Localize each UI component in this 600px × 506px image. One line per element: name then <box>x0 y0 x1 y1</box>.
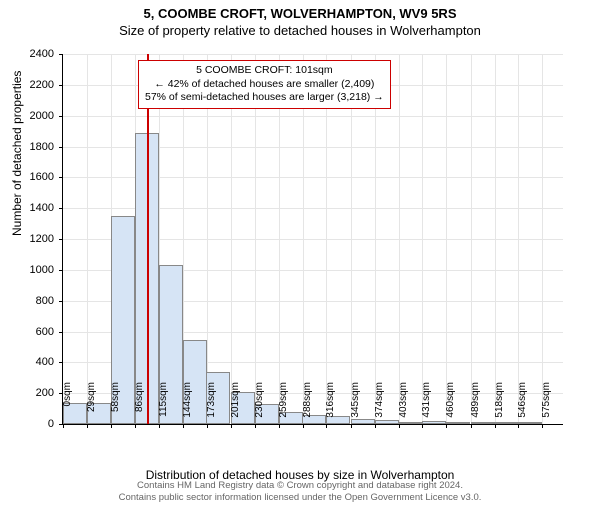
footer-attribution: Contains HM Land Registry data © Crown c… <box>0 480 600 504</box>
ytick-mark <box>59 362 63 363</box>
annotation-line1: 5 COOMBE CROFT: 101sqm <box>145 64 384 78</box>
chart-area: 5 COOMBE CROFT: 101sqm ← 42% of detached… <box>62 54 562 424</box>
ytick-label: 0 <box>14 418 54 430</box>
xtick-label: 345sqm <box>350 382 361 432</box>
xtick-label: 316sqm <box>325 382 336 432</box>
ytick-mark <box>59 147 63 148</box>
xtick-label: 29sqm <box>86 382 97 432</box>
xtick-label: 58sqm <box>110 382 121 432</box>
ytick-label: 800 <box>14 295 54 307</box>
xtick-label: 546sqm <box>517 382 528 432</box>
xtick-label: 374sqm <box>374 382 385 432</box>
ytick-mark <box>59 116 63 117</box>
xtick-label: 575sqm <box>541 382 552 432</box>
ytick-label: 1000 <box>14 264 54 276</box>
xtick-label: 115sqm <box>158 382 169 432</box>
annotation-line2: ← 42% of detached houses are smaller (2,… <box>145 78 384 92</box>
ytick-mark <box>59 332 63 333</box>
ytick-label: 2400 <box>14 48 54 60</box>
ytick-label: 2200 <box>14 79 54 91</box>
xtick-label: 431sqm <box>421 382 432 432</box>
ytick-mark <box>59 85 63 86</box>
ytick-label: 1200 <box>14 233 54 245</box>
gridline-v <box>351 54 352 424</box>
gridline-h <box>63 116 563 117</box>
footer-line2: Contains public sector information licen… <box>0 492 600 504</box>
gridline-v <box>255 54 256 424</box>
footer-line1: Contains HM Land Registry data © Crown c… <box>0 480 600 492</box>
gridline-h <box>63 54 563 55</box>
xtick-label: 86sqm <box>134 382 145 432</box>
ytick-mark <box>59 177 63 178</box>
gridline-v <box>518 54 519 424</box>
xtick-label: 230sqm <box>254 382 265 432</box>
gridline-v <box>446 54 447 424</box>
ytick-mark <box>59 208 63 209</box>
xtick-label: 288sqm <box>302 382 313 432</box>
ytick-label: 200 <box>14 387 54 399</box>
annotation-line3: 57% of semi-detached houses are larger (… <box>145 91 384 105</box>
chart-title-main: 5, COOMBE CROFT, WOLVERHAMPTON, WV9 5RS <box>0 6 600 21</box>
xtick-label: 201sqm <box>230 382 241 432</box>
ytick-label: 1800 <box>14 141 54 153</box>
gridline-v <box>422 54 423 424</box>
xtick-label: 259sqm <box>278 382 289 432</box>
gridline-v <box>207 54 208 424</box>
xtick-label: 0sqm <box>62 382 73 432</box>
xtick-label: 489sqm <box>470 382 481 432</box>
ytick-label: 1600 <box>14 171 54 183</box>
annotation-box: 5 COOMBE CROFT: 101sqm ← 42% of detached… <box>138 60 391 109</box>
ytick-label: 1400 <box>14 202 54 214</box>
gridline-v <box>279 54 280 424</box>
gridline-v <box>231 54 232 424</box>
reference-line <box>147 54 149 424</box>
xtick-label: 460sqm <box>445 382 456 432</box>
ytick-mark <box>59 54 63 55</box>
ytick-mark <box>59 301 63 302</box>
ytick-label: 600 <box>14 326 54 338</box>
gridline-v <box>375 54 376 424</box>
gridline-v <box>303 54 304 424</box>
gridline-v <box>326 54 327 424</box>
gridline-v <box>542 54 543 424</box>
gridline-v <box>399 54 400 424</box>
ytick-label: 400 <box>14 356 54 368</box>
xtick-label: 403sqm <box>398 382 409 432</box>
ytick-label: 2000 <box>14 110 54 122</box>
gridline-v <box>495 54 496 424</box>
xtick-label: 144sqm <box>182 382 193 432</box>
chart-title-sub: Size of property relative to detached ho… <box>0 23 600 38</box>
xtick-label: 518sqm <box>494 382 505 432</box>
plot-region <box>62 54 563 425</box>
xtick-label: 173sqm <box>206 382 217 432</box>
gridline-v <box>471 54 472 424</box>
ytick-mark <box>59 270 63 271</box>
gridline-v <box>87 54 88 424</box>
ytick-mark <box>59 239 63 240</box>
